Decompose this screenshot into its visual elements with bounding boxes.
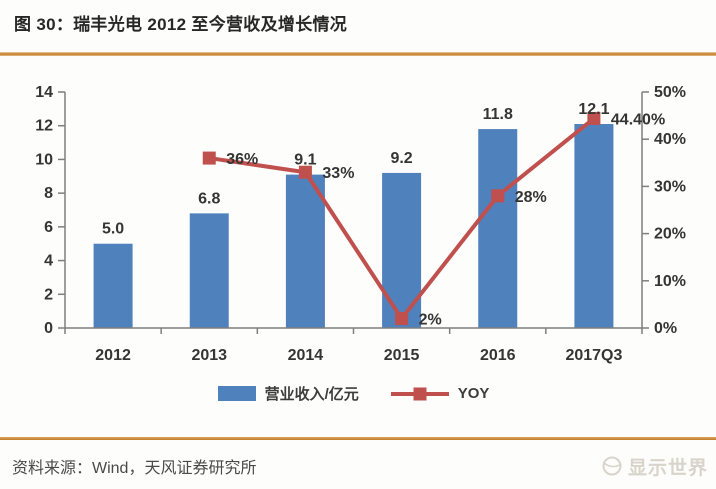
bar-value-label: 12.1: [578, 101, 609, 118]
x-label-2014: 2014: [288, 347, 324, 364]
legend-item-revenue: 营业收入/亿元: [217, 383, 359, 404]
watermark: 显示世界: [601, 453, 708, 480]
x-label-2012: 2012: [95, 347, 131, 364]
yoy-value-label: 2%: [419, 312, 442, 329]
left-tick-label: 0: [44, 320, 53, 337]
x-label-2013: 2013: [191, 347, 227, 364]
yoy-marker-2014: [298, 165, 312, 179]
right-tick-label: 30%: [654, 178, 686, 195]
bar-2013: [189, 213, 229, 328]
x-label-2017Q3: 2017Q3: [565, 347, 622, 364]
left-tick-label: 6: [44, 219, 53, 236]
legend-revenue-label: 营业收入/亿元: [264, 386, 359, 403]
figure-title: 图 30：瑞丰光电 2012 至今营收及增长情况: [14, 15, 348, 34]
legend-line-marker: [413, 387, 427, 400]
bar-value-label: 9.2: [390, 150, 412, 167]
footer: 资料来源：Wind，天风证券研究所 显示世界: [12, 450, 708, 482]
yoy-value-label: 33%: [322, 165, 354, 182]
bar-value-label: 11.8: [483, 106, 513, 123]
bar-2017Q3: [574, 124, 614, 329]
watermark-text: 显示世界: [627, 457, 708, 479]
yoy-marker-2016: [491, 189, 505, 203]
bar-2016: [478, 129, 518, 328]
left-tick-label: 2: [44, 286, 53, 303]
legend-bar-swatch: [217, 386, 256, 401]
bar-value-label: 9.1: [294, 152, 316, 169]
globe-icon: [602, 456, 622, 476]
x-label-2015: 2015: [384, 347, 420, 364]
combo-chart: 0 2 4 6 8 10 12 14 0% 10% 20% 30% 40% 50% 2012 2013 2014…: [35, 84, 686, 364]
top-divider: [0, 52, 716, 56]
right-tick-label: 50%: [654, 84, 686, 101]
x-label-2016: 2016: [480, 347, 516, 364]
bar-2012: [93, 243, 133, 328]
yoy-value-label: 28%: [515, 189, 547, 206]
legend-yoy-label: YOY: [457, 385, 490, 402]
chart-legend: 营业收入/亿元 YOY: [65, 383, 642, 404]
left-tick-label: 4: [44, 253, 53, 270]
left-tick-label: 14: [35, 84, 53, 101]
bar-value-label: 6.8: [198, 190, 220, 207]
right-tick-label: 20%: [654, 226, 686, 243]
right-tick-label: 40%: [654, 131, 686, 148]
right-tick-label: 10%: [654, 273, 686, 290]
bar-2014: [285, 174, 325, 328]
yoy-value-label: 44.40%: [611, 111, 665, 128]
legend-item-yoy: YOY: [390, 385, 490, 402]
left-tick-label: 8: [44, 185, 53, 202]
bottom-divider: [0, 437, 716, 440]
yoy-value-label: 36%: [226, 151, 258, 168]
left-tick-label: 12: [35, 118, 53, 135]
yoy-marker-2017Q3: [587, 111, 601, 125]
left-tick-label: 10: [35, 151, 53, 168]
right-tick-label: 0%: [654, 320, 677, 337]
source-text: 资料来源：Wind，天风证券研究所: [12, 460, 257, 477]
yoy-marker-2013: [202, 151, 216, 165]
bar-2015: [382, 172, 422, 328]
yoy-marker-2015: [395, 312, 409, 326]
legend-line-swatch: [390, 387, 449, 400]
bar-value-label: 5.0: [102, 221, 124, 238]
